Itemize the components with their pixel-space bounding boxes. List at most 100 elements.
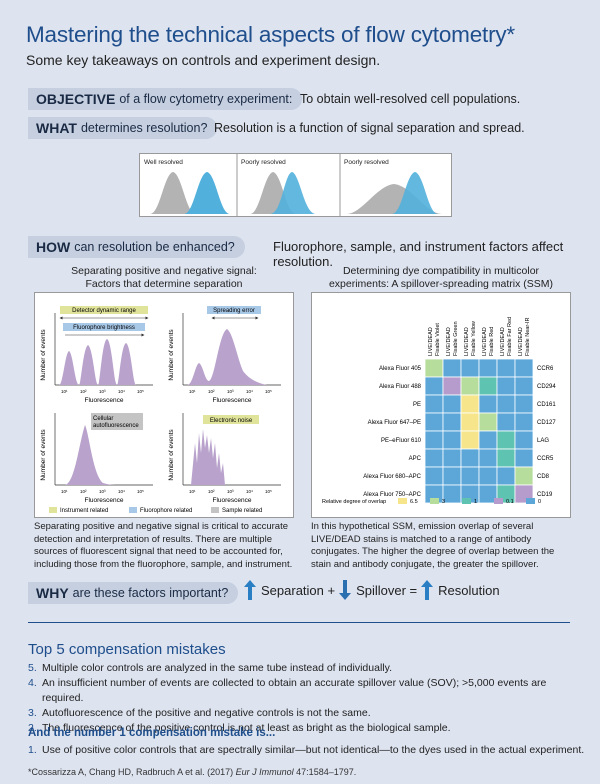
up-arrow-icon [421,580,434,600]
reference-pages: 47:1584–1797. [296,767,357,777]
ssm-cell [460,394,480,414]
section-divider [28,622,570,623]
ylabel-tr: Number of events [168,329,175,381]
resolution-histograms: Well resolved Poorly resolved Poorly res… [139,153,452,217]
ssm-row-marker: LAG [537,438,549,444]
histogram-noise: Number of events Electronic noise 10¹ 10… [168,413,281,504]
ssm-cell [514,394,534,414]
tick-br-1: 10¹ [189,489,196,494]
ssm-cell [514,358,534,378]
ssm-cell [424,358,444,378]
multi-peak-histogram [59,339,136,385]
ssm-cell [496,394,516,414]
eq-separation: Separation + [261,582,336,598]
right-panel-title: Determining dye compatibility in multico… [311,265,571,291]
resolution-histograms-svg: Well resolved Poorly resolved Poorly res… [144,154,442,216]
tick-bl-3: 10³ [99,489,106,494]
negative-peak-1 [150,172,196,214]
why-question: are these factors important? [72,586,229,600]
list-item: 3. Autofluorescence of the positive and n… [28,706,588,721]
tick-br-3: 10³ [227,489,234,494]
list-item: 4. An insufficient number of events are c… [28,676,588,706]
autofluorescence-histogram [65,425,119,485]
spread-histogram [187,329,267,385]
right-panel-title-line1: Determining dye compatibility in multico… [342,265,540,277]
ssm-matrix-svg: LIVE/DEAD Fixable Violet LIVE/DEAD Fixable … [322,317,556,505]
how-question: can resolution be enhanced? [74,240,235,254]
autofluorescence-label-2: autofluorescence [93,423,139,429]
ssm-row-marker: CD161 [537,402,556,408]
legend-swatch-instrument [49,507,57,513]
objective-answer: To obtain well-resolved cell populations… [300,92,521,106]
tick-tr-4: 10⁴ [246,389,253,394]
ssm-column-label: LIVE/DEAD [446,327,452,356]
list-item: 5. Multiple color controls are analyzed i… [28,661,588,676]
ssm-column-label: Fixable Green [453,321,459,356]
ssm-row-fluor: Alexa Fluor 680–APC [363,474,421,480]
tick-tl-1: 10¹ [61,389,68,394]
mistake-text: Autofluorescence of the positive and neg… [42,707,371,719]
ssm-column-label: Fixable Yellow [471,321,477,356]
ssm-cell [496,412,516,432]
positive-peak-2 [270,172,316,214]
eq-resolution: Resolution [438,582,500,598]
ssm-cell [496,430,516,450]
ssm-cell [478,358,498,378]
mistake-text: Multiple color controls are analyzed in … [42,662,392,674]
legend-instrument: Instrument related [60,508,108,514]
ssm-cell [424,412,444,432]
ssm-cell [496,466,516,486]
mistake-num: 1. [28,744,37,756]
mistakes-title: Top 5 compensation mistakes [28,641,226,658]
tick-bl-2: 10² [80,489,87,494]
ssm-cell [442,412,462,432]
ssm-column-label: LIVE/DEAD [428,327,434,356]
ssm-cell [460,358,480,378]
autofluorescence-label-bg [91,413,143,430]
ssm-cell [442,466,462,486]
number1-item: 1. Use of positive color controls that a… [28,743,588,758]
ssm-column-label: Fixable Near-IR [525,317,531,356]
mistakes-list: 5. Multiple color controls are analyzed i… [28,661,588,736]
ssm-cell [460,376,480,396]
spreading-label-bg [207,306,261,314]
noise-histogram [191,429,225,485]
brightness-label: Fluorophore brightness [73,325,135,331]
tick-bl-1: 10¹ [61,489,68,494]
ssm-cell [442,484,462,504]
tick-tr-5: 10⁵ [265,389,272,394]
tick-bl-4: 10⁴ [118,489,125,494]
legend-fluorophore: Fluorophore related [140,508,192,514]
ssm-cell [424,448,444,468]
ssm-row-fluor: Alexa Fluor 750–APC [363,492,421,498]
ssm-column-label: Fixable Far Red [507,317,513,356]
eq-spillover: Spillover = [356,582,418,598]
spreading-label: Spreading error [213,308,255,314]
ssm-cell [442,394,462,414]
why-pill: WHY are these factors important? [28,582,239,604]
ssm-legend-swatch [430,498,439,504]
xlabel-tr: Fluorescence [212,397,251,404]
how-answer: Fluorophore, sample, and instrument fact… [273,239,564,269]
ssm-cell [496,448,516,468]
ssm-panel: LIVE/DEAD Fixable Violet LIVE/DEAD Fixable … [311,292,571,518]
ssm-row-fluor: Alexa Fluor 488 [379,384,422,390]
mistake-text: Use of positive color controls that are … [42,744,585,756]
left-panel-caption: Separating positive and negative signal … [34,521,293,570]
noise-label-bg [203,415,259,424]
tick-bl-5: 10⁵ [137,489,144,494]
ssm-legend-swatch [526,498,535,504]
positive-peak-3 [392,172,438,214]
ssm-legend-value: 0 [538,499,541,505]
left-panel-title-line1: Separating positive and negative signal: [71,265,257,277]
ssm-legend-value: 1 [474,499,477,505]
ssm-row-fluor: PE [413,402,421,408]
objective-key: OBJECTIVE [36,91,116,107]
ssm-cell [478,394,498,414]
positive-peak-1 [184,172,230,214]
detector-range-label: Detector dynamic range [72,308,136,314]
ssm-cell [478,448,498,468]
what-pill: WHAT determines resolution? [28,117,218,139]
what-answer: Resolution is a function of signal separ… [214,121,525,135]
ssm-cell [460,448,480,468]
